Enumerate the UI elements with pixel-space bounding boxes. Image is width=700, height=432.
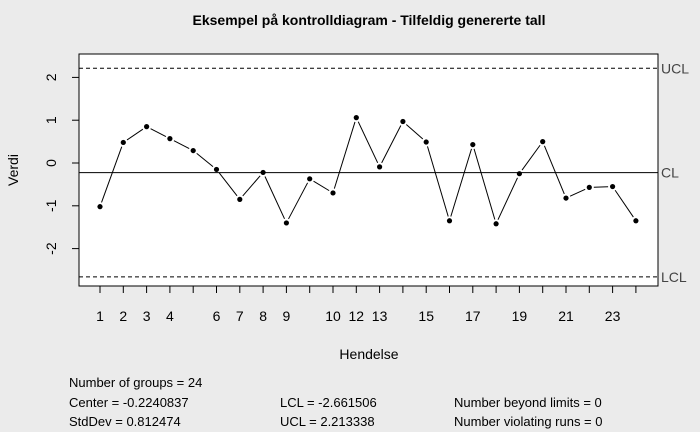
data-point [377,164,383,170]
plot-area [78,53,659,287]
y-tick-label: 1 [43,116,59,124]
lcl-label: LCL [661,269,687,285]
x-tick-label: 2 [119,308,127,324]
x-tick-label: 15 [418,308,434,324]
stat-ucl: UCL = 2.213338 [280,414,375,429]
series-segment [521,144,541,171]
data-point [633,218,639,224]
data-point [144,124,150,130]
series-segment [497,177,518,220]
series-segment [218,172,238,197]
data-point [446,218,453,224]
y-axis: -2 -1 0 1 2 [43,73,80,255]
series-segment [288,182,309,220]
data-point [493,221,499,227]
x-tick-label: 12 [349,308,365,324]
x-tick-label: 4 [166,308,174,324]
x-tick-label: 9 [283,308,291,324]
series-segment [426,146,449,217]
x-tick-label: 19 [512,308,528,324]
x-tick-label: 8 [259,308,267,324]
x-tick-label: 17 [465,308,481,324]
x-axis-label: Hendelse [339,346,398,362]
y-tick-label: -2 [43,242,59,255]
series-segment [593,186,609,188]
data-point [260,169,266,176]
series-segment [473,148,496,220]
data-point [540,139,546,145]
series-segment [543,145,565,195]
data-points [97,115,639,227]
series-segment [405,124,424,140]
stat-violating-runs: Number violating runs = 0 [454,414,603,429]
stat-beyond-limits: Number beyond limits = 0 [454,395,602,410]
series-segment [101,146,123,203]
stat-number-of-groups: Number of groups = 24 [69,375,203,390]
series-lines [101,121,634,220]
limit-labels: UCL CL LCL [661,60,689,285]
y-tick-label: 2 [43,73,59,81]
data-point [353,115,359,121]
data-point [516,171,523,177]
y-tick-label: 0 [43,159,59,167]
data-point [307,176,313,182]
series-segment [242,175,261,197]
stat-stddev: StdDev = 0.812474 [69,414,181,429]
series-segment [313,180,330,192]
data-point [97,204,103,210]
stat-center: Center = -0.2240837 [69,395,189,410]
series-segment [450,148,472,217]
data-point [610,183,616,190]
chart-title: Eksempel på kontrolldiagram - Tilfeldig … [193,12,546,28]
series-segment [614,189,634,218]
series-segment [196,153,214,167]
data-point [400,118,406,125]
data-point [330,190,336,196]
stat-lcl: LCL = -2.661506 [280,395,377,410]
limit-lines [79,67,658,278]
x-tick-label: 3 [143,308,151,324]
data-point [120,139,126,146]
x-axis: 1 2 3 4 6 7 8 9 10 12 13 15 17 19 21 23 [96,285,637,324]
series-segment [173,140,190,149]
data-point [470,141,476,148]
series-segment [150,128,167,137]
data-point [563,195,569,201]
series-segment [126,128,144,141]
x-tick-label: 13 [372,308,388,324]
data-point [586,184,592,190]
x-tick-label: 6 [213,308,221,324]
data-point [213,166,220,173]
center-label: CL [661,165,679,181]
series-segment [381,125,402,164]
x-tick-label: 1 [96,308,104,324]
x-tick-label: 7 [236,308,244,324]
data-point [283,220,289,226]
series-segment [264,176,285,220]
data-point [237,196,243,202]
data-point [190,147,196,154]
data-point [167,136,173,142]
x-tick-label: 21 [558,308,574,324]
y-axis-label: Verdi [5,154,21,186]
series-segment [357,121,379,163]
x-tick-label: 23 [605,308,621,324]
ucl-label: UCL [661,60,689,76]
data-point [423,139,429,145]
series-segment [569,188,586,197]
x-tick-label: 10 [325,308,341,324]
series-segment [333,121,356,189]
y-tick-label: -1 [43,199,59,212]
